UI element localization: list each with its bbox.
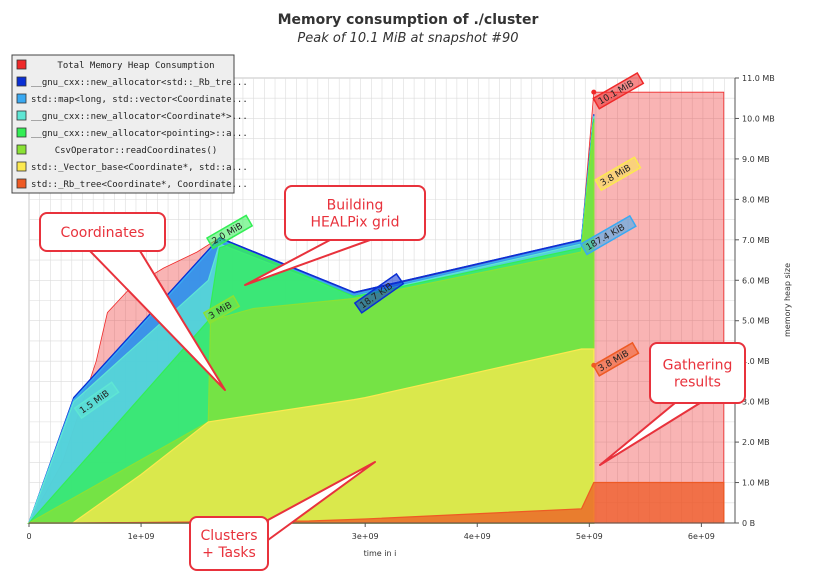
callout-text-line: + Tasks (202, 545, 256, 561)
legend-label-6: __gnu_cxx::new_allocator<std::_Rb_tre... (31, 78, 248, 88)
legend-label-2: CsvOperator::readCoordinates() (55, 146, 218, 156)
y-tick-label: 4.0 MB (742, 357, 770, 366)
legend-swatch-2 (16, 144, 27, 155)
callouts: Coordinates Building HEALPix grid Gathering… (39, 185, 746, 571)
callout-text-line: Clusters (201, 528, 258, 544)
callout-1: Building HEALPix grid (244, 185, 426, 286)
y-tick-label: 0 B (742, 519, 755, 528)
callout-text: Building HEALPix grid (311, 198, 400, 231)
chart-title: Memory consumption of ./cluster (278, 12, 539, 28)
callout-2: Gathering results (599, 342, 746, 466)
legend-box (11, 54, 235, 194)
marker-box (202, 294, 241, 325)
y-tick-label: 2.0 MB (742, 438, 770, 447)
y-tick-label: 10.0 MB (742, 114, 775, 123)
legend-label-7: Total Memory Heap Consumption (57, 61, 214, 71)
legend-swatch-3 (16, 127, 27, 138)
legend-swatch-5 (16, 93, 27, 104)
peak-dot (591, 89, 597, 95)
callout-box (189, 516, 269, 571)
legend-swatch-7 (16, 59, 27, 70)
callout-text: Clusters + Tasks (201, 528, 258, 561)
x-tick-label: 5e+09 (576, 532, 603, 541)
callout-text: Gathering results (663, 358, 733, 391)
marker-box (579, 214, 637, 256)
callout-text: Coordinates (60, 225, 144, 241)
legend-label-4: __gnu_cxx::new_allocator<Coordinate*>... (31, 112, 248, 122)
marker-box (592, 341, 640, 377)
callout-text-line: Building (327, 198, 384, 214)
chart-subtitle: Peak of 10.1 MiB at snapshot #90 (297, 31, 518, 46)
y-tick-label: 11.0 MB (742, 74, 775, 83)
marker-box (73, 381, 120, 420)
x-tick-label: 1e+09 (128, 532, 155, 541)
y-tick-label: 3.0 MB (742, 398, 770, 407)
legend-swatch-0 (16, 178, 27, 189)
y-axis-label: memory heap size (783, 263, 792, 337)
callout-text-line: Gathering (663, 358, 733, 374)
series-area-1 (29, 348, 595, 524)
callout-3: Clusters + Tasks (189, 461, 376, 571)
callout-text-line: Coordinates (60, 225, 144, 241)
callout-box (649, 342, 746, 404)
x-tick-label: 0 (26, 532, 31, 541)
x-axis-label: time in i (364, 549, 397, 558)
tree-dot (591, 362, 597, 368)
legend-label-3: __gnu_cxx::new_allocator<pointing>::a... (31, 129, 248, 139)
legend-label-0: std::_Rb_tree<Coordinate*, Coordinate... (31, 180, 248, 190)
legend-label-5: std::map<long, std::vector<Coordinate... (31, 95, 248, 105)
callout-0: Coordinates (39, 212, 226, 391)
marker-box (353, 272, 405, 314)
callout-text-line: results (674, 375, 721, 391)
marker-box (592, 71, 645, 110)
y-tick-label: 6.0 MB (742, 276, 770, 285)
legend-swatch-4 (16, 110, 27, 121)
callout-box (39, 212, 166, 252)
area-series (26, 91, 725, 524)
legend: Total Memory Heap Consumption__gnu_cxx::… (11, 54, 248, 194)
x-tick-label: 4e+09 (464, 532, 491, 541)
y-tick-label: 5.0 MB (742, 317, 770, 326)
callout-box (284, 185, 426, 241)
callout-text-line: HEALPix grid (311, 215, 400, 231)
legend-swatch-6 (16, 76, 27, 87)
legend-label-1: std::_Vector_base<Coordinate*, std::a... (31, 163, 248, 173)
y-tick-label: 8.0 MB (742, 195, 770, 204)
y-tick-label: 7.0 MB (742, 236, 770, 245)
y-tick-label: 9.0 MB (742, 155, 770, 164)
marker-box (594, 156, 642, 192)
series-area-0 (29, 481, 725, 524)
x-tick-label: 3e+09 (352, 532, 379, 541)
y-tick-label: 1.0 MB (742, 479, 770, 488)
marker-box (205, 214, 254, 250)
x-tick-label: 6e+09 (688, 532, 715, 541)
legend-swatch-1 (16, 161, 27, 172)
